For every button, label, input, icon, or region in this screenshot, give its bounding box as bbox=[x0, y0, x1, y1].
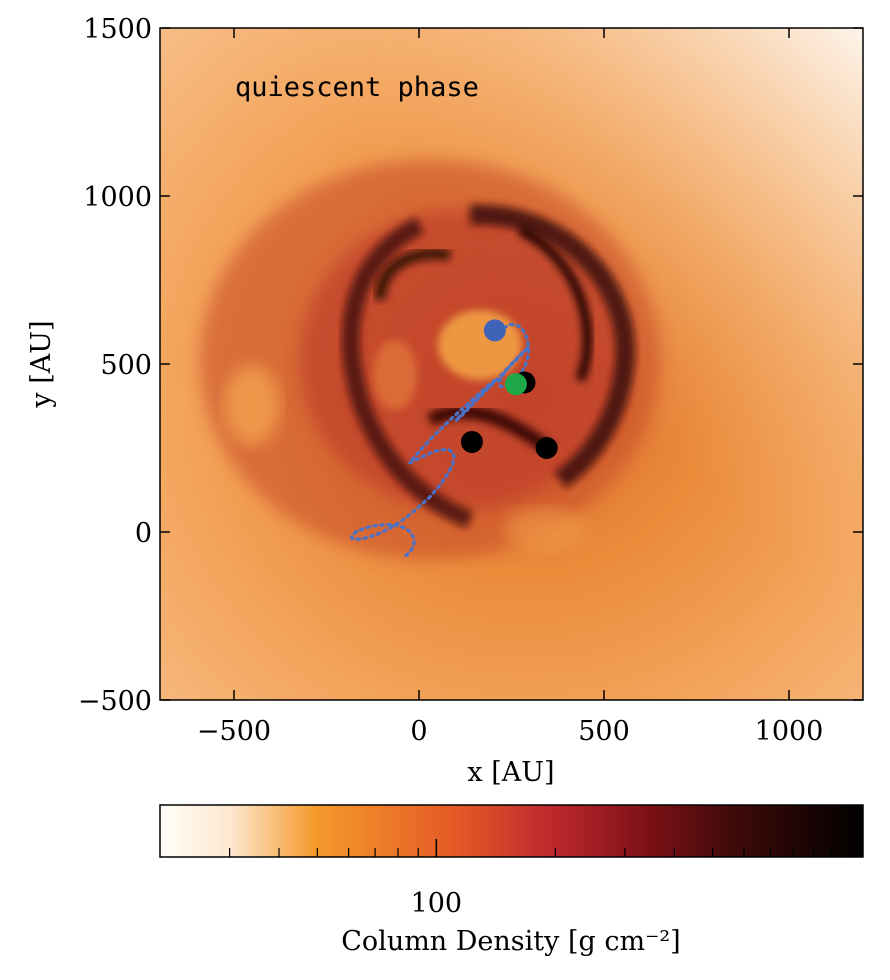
colorbar: 100 Column Density [g cm⁻²] bbox=[159, 804, 864, 957]
annotation-quiescent-phase: quiescent phase bbox=[235, 72, 479, 103]
source-point bbox=[460, 430, 483, 453]
colorbar-ticks: 100 bbox=[229, 839, 833, 919]
y-tick-label: −500 bbox=[78, 686, 152, 717]
axes: −500 0 500 1000 −500 0 500 1000 1500 bbox=[78, 14, 863, 747]
source-point bbox=[483, 319, 506, 342]
y-tick-label: 500 bbox=[100, 350, 152, 381]
x-tick-label: 500 bbox=[578, 716, 630, 747]
y-tick-label: 1000 bbox=[83, 182, 152, 213]
y-tick-label: 0 bbox=[135, 518, 152, 549]
source-point bbox=[535, 437, 558, 459]
x-tick-label: 0 bbox=[410, 716, 427, 747]
colorbar-tick-label: 100 bbox=[411, 888, 463, 919]
y-axis-title: y [AU] bbox=[26, 320, 57, 408]
x-tick-label: 1000 bbox=[755, 716, 824, 747]
colorbar-frame bbox=[159, 804, 864, 858]
x-axis-title: x [AU] bbox=[467, 757, 554, 788]
colorbar-gradient bbox=[160, 805, 863, 857]
overlay-layer bbox=[349, 319, 558, 558]
colorbar-label: Column Density [g cm⁻²] bbox=[341, 926, 680, 957]
y-tick-label: 1500 bbox=[83, 14, 152, 45]
x-tick-label: −500 bbox=[197, 716, 271, 747]
source-point bbox=[504, 373, 527, 396]
